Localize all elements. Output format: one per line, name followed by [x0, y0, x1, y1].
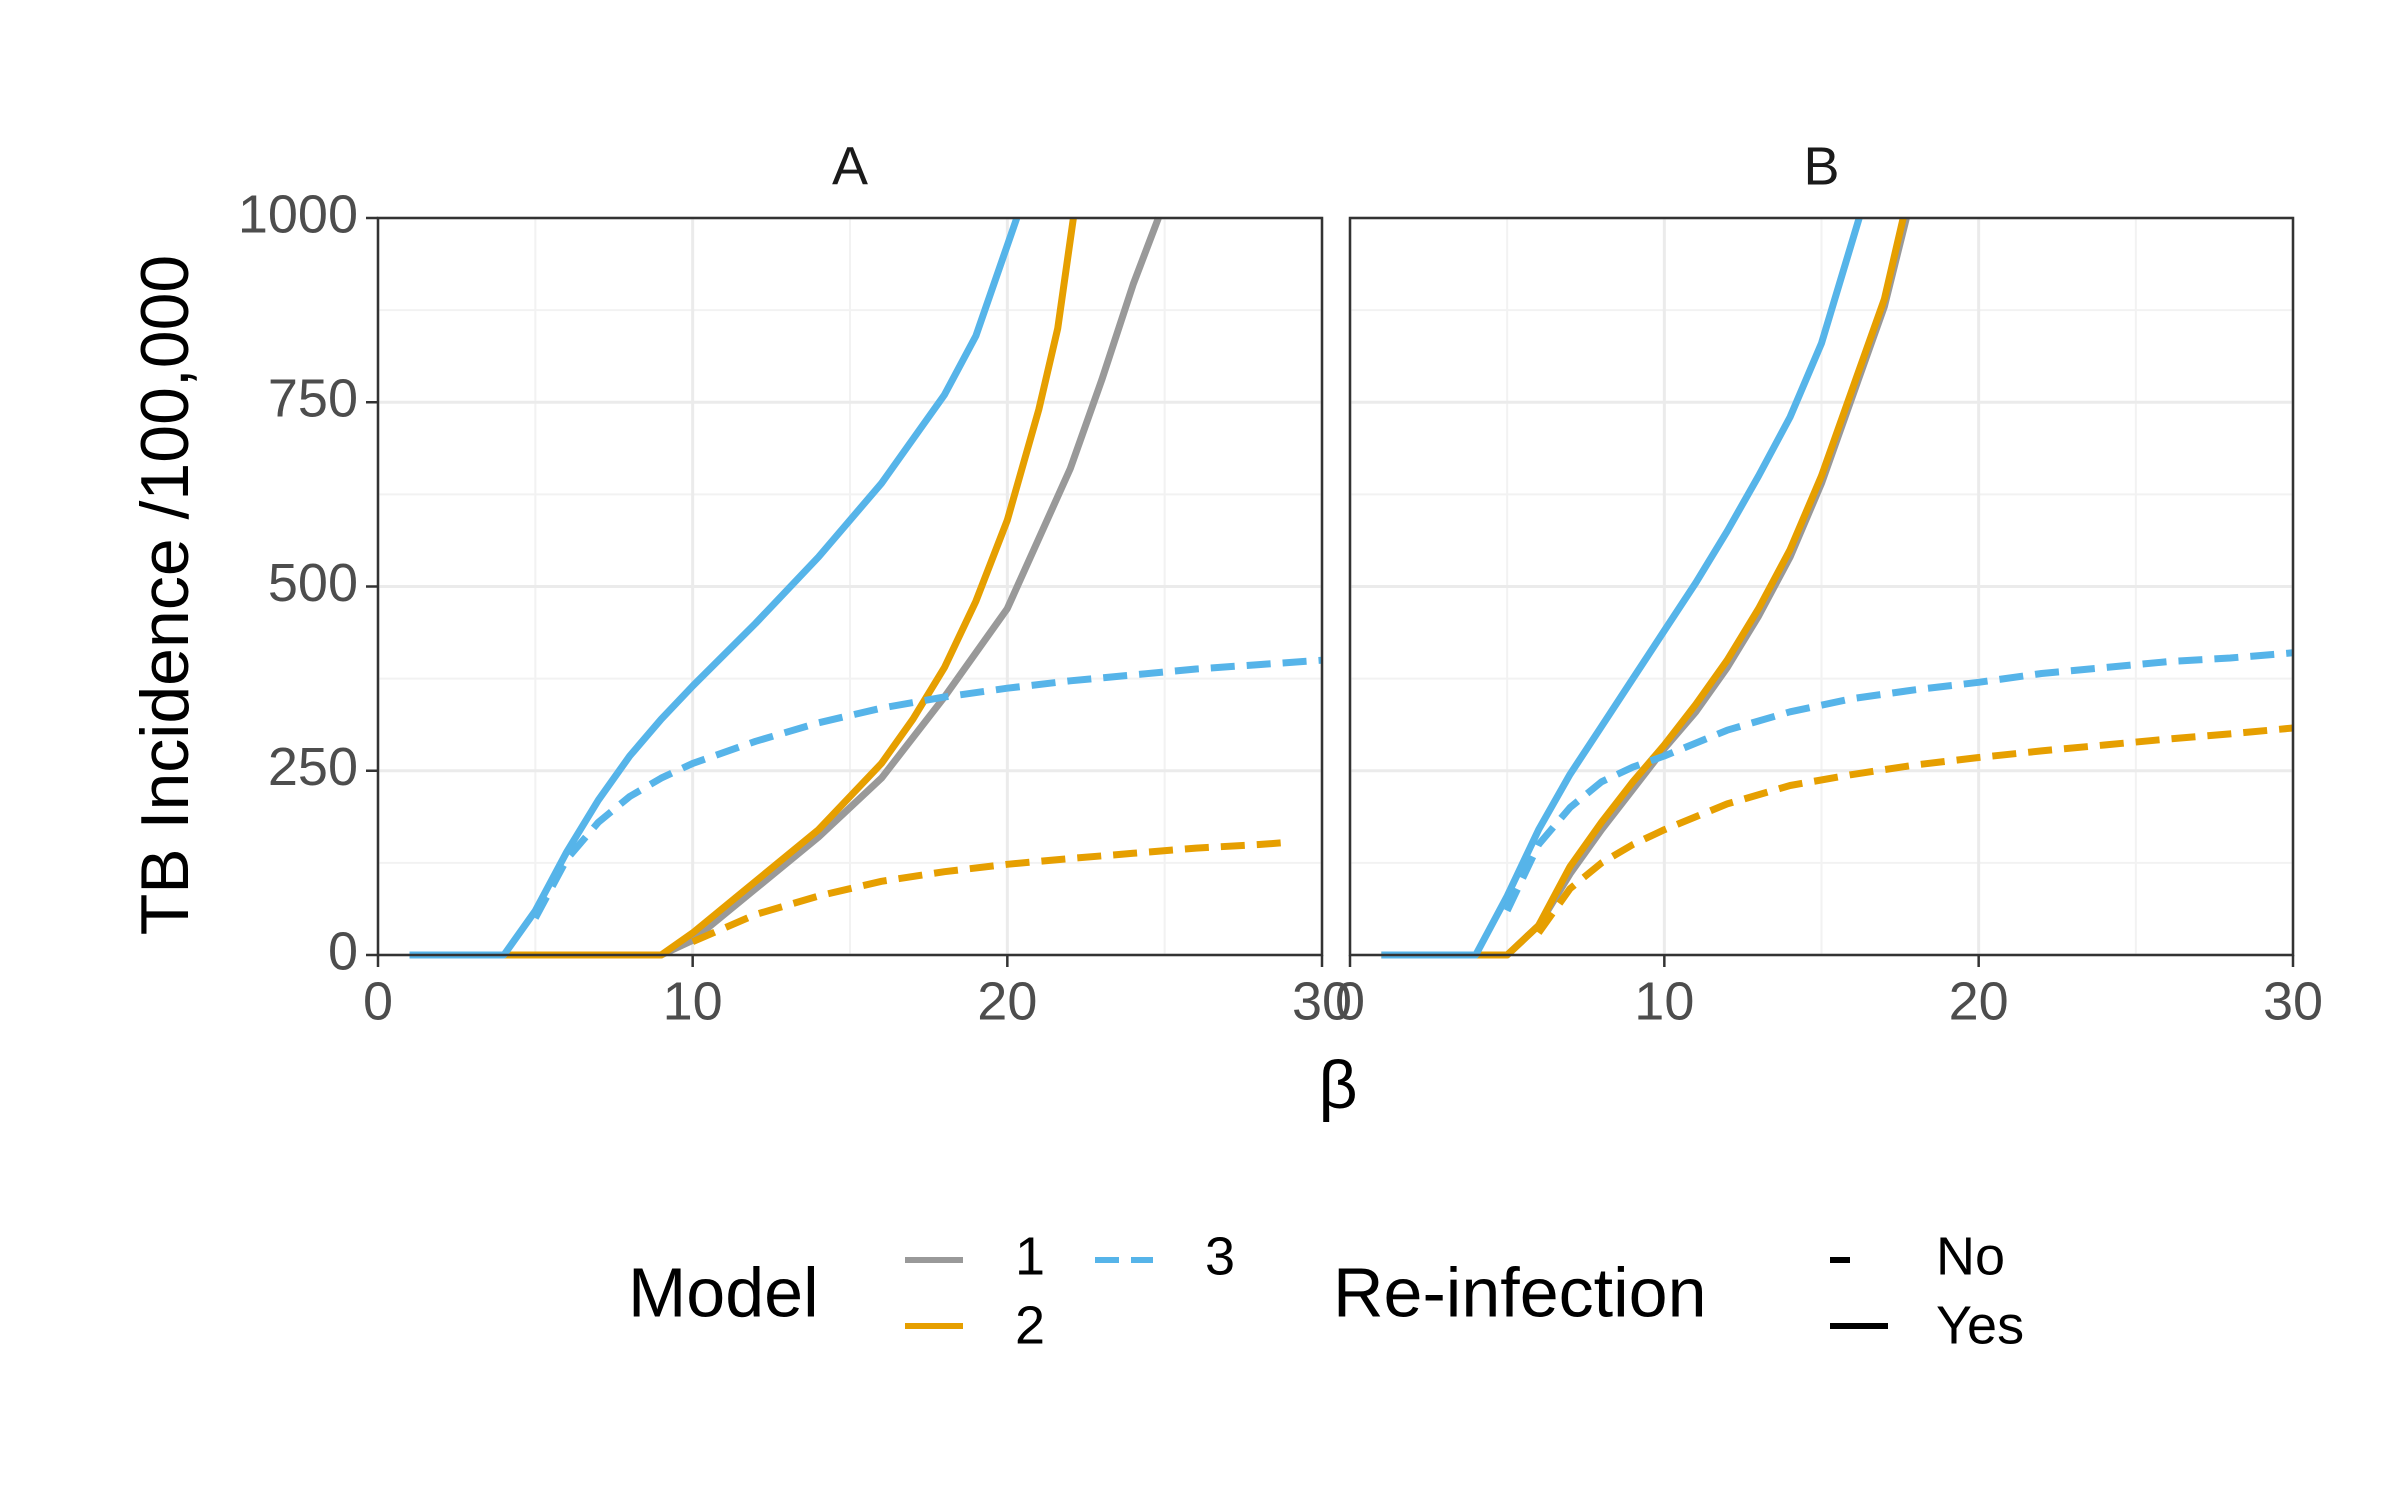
y-tick-label: 1000	[238, 184, 358, 244]
x-tick-label: 10	[663, 971, 723, 1031]
panel-border	[1348, 216, 2295, 957]
series-model-2-reinfection-no-line	[1535, 724, 2294, 935]
panel-a: A 0 10 20 30 0 250 500 750 1000	[238, 136, 1352, 1031]
x-tick-label: 0	[1335, 971, 1365, 1031]
legend-label-reinfection-yes: Yes	[1936, 1295, 2024, 1355]
legend-label-model-2: 2	[1015, 1295, 1045, 1355]
panel-b: B 0 10 20 30	[1335, 136, 2323, 1031]
x-axis-title: β	[1318, 1047, 1357, 1123]
series-model-2-reinfection-yes-line	[1381, 217, 1907, 959]
legend-reinfection-title: Re-infection	[1333, 1253, 1707, 1331]
y-axis-title: TB Incidence /100,000	[127, 255, 203, 935]
y-tick-label: 250	[268, 737, 358, 797]
x-tick-label: 20	[1949, 971, 2009, 1031]
series-model-2-reinfection-no-line	[691, 838, 1291, 945]
series-model-3-reinfection-no-line	[1504, 649, 2294, 913]
x-tick-label: 10	[1634, 971, 1694, 1031]
y-tick-label: 500	[268, 553, 358, 613]
legend-label-model-1: 1	[1015, 1226, 1045, 1286]
legend-label-model-3: 3	[1205, 1226, 1235, 1286]
legend-model-title: Model	[628, 1253, 819, 1331]
y-tick-label: 0	[328, 921, 358, 981]
x-tick-label: 20	[977, 971, 1037, 1031]
panel-title-a: A	[832, 136, 868, 196]
panel-title-b: B	[1803, 136, 1839, 196]
legend-label-reinfection-no: No	[1936, 1226, 2005, 1286]
x-tick-label: 30	[1292, 971, 1352, 1031]
series-model-3-reinfection-yes-line	[1381, 216, 1863, 959]
x-tick-label: 30	[2263, 971, 2323, 1031]
y-tick-label: 750	[268, 369, 358, 429]
legend: Model 1 2 3 Re-infection No Yes	[628, 1226, 2024, 1355]
x-tick-label: 0	[363, 971, 393, 1031]
